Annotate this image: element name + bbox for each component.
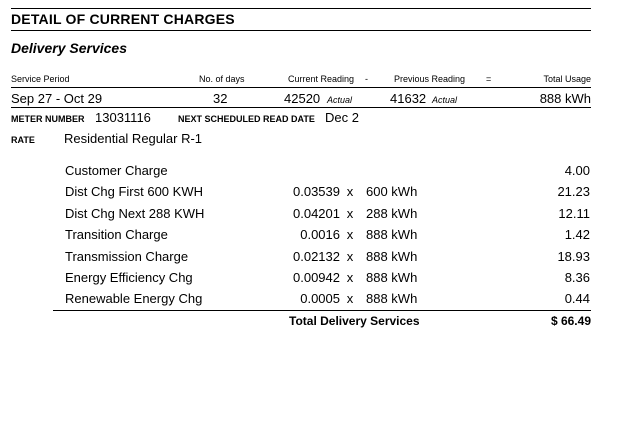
charge-name: Renewable Energy Chg: [65, 291, 203, 307]
charge-multiply: x: [346, 291, 354, 307]
next-read-date: Dec 2: [325, 110, 359, 125]
charge-multiply: x: [346, 248, 354, 264]
charge-rate: 0.0005: [300, 291, 340, 307]
charge-quantity: 888 kWh: [366, 291, 418, 307]
reading-rule: [11, 107, 591, 108]
current-reading-note: Actual: [327, 95, 353, 105]
section-title: Delivery Services: [11, 40, 127, 56]
header-minus: -: [365, 74, 368, 84]
total-amount: $ 66.49: [550, 314, 591, 328]
days-count: 32: [213, 91, 228, 106]
header-current-reading: Current Reading: [288, 74, 355, 84]
service-period: Sep 27 - Oct 29: [11, 91, 103, 106]
meter-number: 13031116: [95, 110, 151, 125]
charge-amount: 1.42: [564, 227, 590, 243]
charge-amount: 8.36: [564, 270, 590, 285]
charges-rule: [53, 310, 591, 311]
charge-rate: 0.03539: [293, 184, 340, 200]
next-read-date-label: NEXT SCHEDULED READ DATE: [178, 114, 315, 124]
current-reading: 42520: [284, 91, 321, 106]
header-rule: [11, 87, 591, 88]
charge-multiply: x: [346, 227, 354, 243]
previous-reading: 41632: [390, 91, 427, 106]
charge-quantity: 888 kWh: [366, 227, 418, 243]
charge-multiply: x: [346, 205, 354, 221]
charge-quantity: 600 kWh: [366, 184, 418, 200]
charge-name: Energy Efficiency Chg: [65, 270, 193, 285]
header-previous-reading: Previous Reading: [394, 74, 466, 84]
header-service-period: Service Period: [11, 74, 70, 84]
charge-name: Customer Charge: [65, 163, 168, 178]
top-rule: [11, 8, 591, 9]
charge-amount: 0.44: [564, 291, 590, 307]
charge-rate: 0.02132: [293, 248, 340, 264]
total-usage: 888 kWh: [539, 91, 591, 106]
charge-name: Dist Chg Next 288 KWH: [65, 205, 205, 221]
previous-reading-note: Actual: [432, 95, 458, 105]
total-label: Total Delivery Services: [289, 314, 420, 328]
header-total-usage: Total Usage: [543, 74, 591, 84]
rate-label: RATE: [11, 135, 35, 145]
charge-multiply: x: [346, 184, 354, 200]
charge-quantity: 888 kWh: [366, 270, 418, 285]
charge-rate: 0.0016: [300, 227, 340, 243]
charge-quantity: 288 kWh: [366, 205, 418, 221]
charge-name: Dist Chg First 600 KWH: [65, 184, 203, 200]
header-equals: =: [486, 74, 492, 84]
charge-amount: 4.00: [564, 163, 590, 178]
charge-name: Transition Charge: [65, 227, 168, 243]
charge-amount: 21.23: [557, 184, 590, 200]
meter-number-label: METER NUMBER: [11, 114, 85, 124]
rate-value: Residential Regular R-1: [64, 131, 203, 146]
charge-quantity: 888 kWh: [366, 248, 418, 264]
charge-name: Transmission Charge: [65, 248, 189, 264]
charge-multiply: x: [346, 270, 354, 285]
title-rule: [11, 30, 591, 31]
charge-rate: 0.00942: [293, 270, 340, 285]
header-days: No. of days: [199, 74, 245, 84]
charge-rate: 0.04201: [293, 205, 340, 221]
page-title: DETAIL OF CURRENT CHARGES: [11, 11, 235, 27]
charge-amount: 18.93: [557, 248, 590, 264]
charge-amount: 12.11: [558, 205, 590, 221]
